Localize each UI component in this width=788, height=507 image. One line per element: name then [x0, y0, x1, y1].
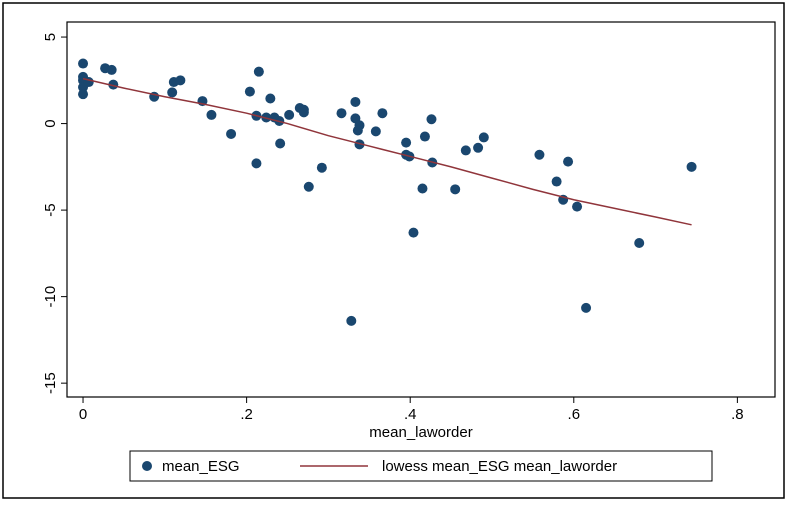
point	[352, 125, 363, 136]
point	[253, 66, 264, 77]
legend-marker	[142, 461, 152, 471]
y-tick-label: -15	[42, 372, 59, 394]
point	[581, 302, 592, 313]
point	[298, 107, 309, 118]
point	[572, 201, 583, 212]
point	[478, 132, 489, 143]
x-tick-label: .8	[731, 406, 744, 423]
point	[450, 184, 461, 195]
point	[370, 126, 381, 137]
legend	[129, 450, 713, 482]
point	[244, 86, 255, 97]
point	[686, 161, 697, 172]
point	[78, 58, 89, 69]
point	[226, 128, 237, 139]
point	[275, 138, 286, 149]
point	[401, 137, 412, 148]
point	[175, 75, 186, 86]
point	[426, 114, 437, 125]
x-tick-label: 0	[79, 406, 87, 423]
point	[251, 158, 262, 169]
point	[534, 149, 545, 160]
point	[78, 89, 89, 100]
legend-label: lowess mean_ESG mean_laworder	[382, 458, 617, 475]
point	[551, 176, 562, 187]
point	[284, 109, 295, 120]
x-axis-label: mean_laworder	[369, 424, 472, 441]
point	[460, 145, 471, 156]
point	[265, 93, 276, 104]
point	[106, 64, 117, 75]
lowess-line	[82, 77, 692, 226]
point	[473, 142, 484, 153]
point	[377, 108, 388, 119]
point	[206, 109, 217, 120]
x-tick-label: .2	[240, 406, 253, 423]
point	[408, 227, 419, 238]
point	[346, 315, 357, 326]
point	[303, 181, 314, 192]
point	[563, 156, 574, 167]
point	[419, 131, 430, 142]
point	[417, 183, 428, 194]
point	[634, 237, 645, 248]
y-tick-label: 0	[42, 119, 59, 127]
x-tick-label: .6	[568, 406, 581, 423]
legend-label: mean_ESG	[162, 458, 240, 475]
point	[108, 79, 119, 90]
y-tick-label: 5	[42, 33, 59, 41]
point	[316, 162, 327, 173]
y-tick-label: -5	[42, 203, 59, 216]
y-tick-label: -10	[42, 286, 59, 308]
point	[167, 87, 178, 98]
point	[350, 96, 361, 107]
plot-frame	[66, 21, 776, 398]
point	[336, 108, 347, 119]
x-tick-label: .4	[404, 406, 417, 423]
